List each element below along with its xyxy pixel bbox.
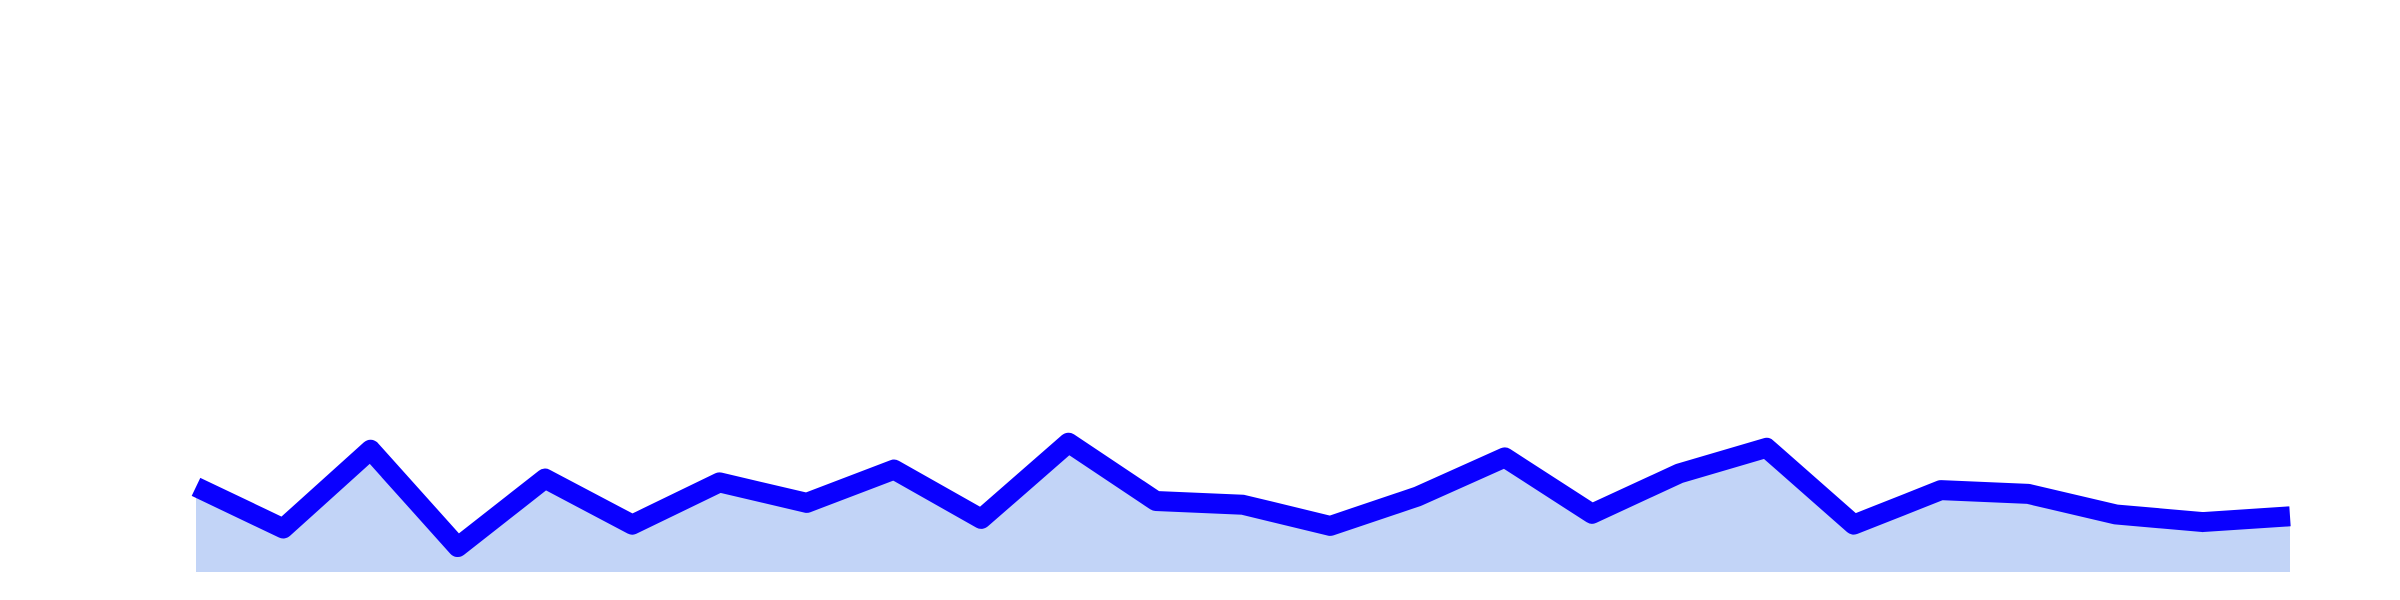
plot-area [191,432,2291,572]
series-line [191,432,2291,558]
